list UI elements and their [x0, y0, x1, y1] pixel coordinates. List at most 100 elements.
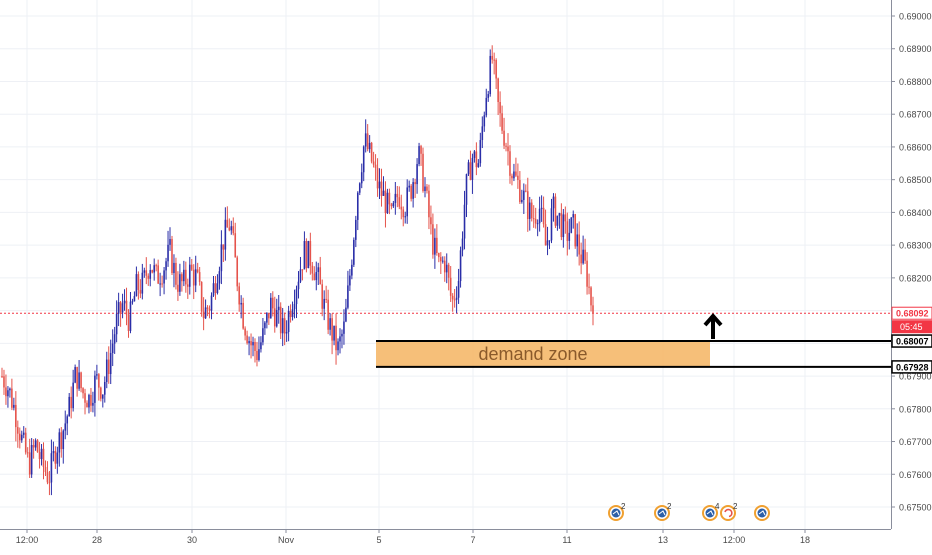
candle-body — [143, 270, 146, 273]
candle-body — [445, 264, 448, 273]
candle-body — [210, 295, 213, 311]
candle-body — [319, 267, 322, 285]
candle-body — [117, 302, 120, 314]
candle-body — [481, 126, 484, 141]
candle-body — [536, 223, 539, 225]
candle-body — [56, 452, 59, 464]
candle-body — [100, 387, 102, 399]
candle-body — [194, 269, 197, 286]
candle-body — [538, 208, 541, 224]
candle-body — [540, 207, 543, 209]
candle-body — [588, 286, 590, 288]
candle-body — [254, 341, 256, 351]
candle-body — [208, 308, 211, 311]
candle-body — [149, 270, 152, 279]
event-count: 2 — [667, 502, 672, 511]
candle-body — [90, 394, 92, 406]
candle-body — [554, 196, 557, 226]
candle-body — [44, 466, 47, 473]
candle-body — [422, 153, 424, 191]
candle-body — [234, 233, 237, 258]
candle-body — [449, 277, 452, 296]
candle-body — [24, 432, 27, 453]
candle-body — [54, 451, 57, 464]
candle-body — [86, 402, 88, 408]
candle-body — [3, 376, 5, 388]
candle-body — [526, 191, 529, 220]
candle-body — [493, 59, 495, 61]
candle-body — [351, 264, 353, 276]
candle-body — [82, 388, 84, 394]
candle-body — [17, 427, 19, 434]
candle-body — [586, 260, 588, 287]
candle-body — [479, 140, 482, 164]
candle-body — [317, 267, 320, 272]
candle-body — [96, 374, 98, 376]
candle-body — [331, 318, 333, 341]
candle-body — [297, 281, 300, 290]
candle-body — [513, 171, 515, 179]
candle-body — [299, 269, 302, 282]
candle-body — [214, 283, 217, 294]
candle-body — [38, 452, 41, 460]
candle-body — [167, 244, 169, 262]
candle-body — [366, 133, 369, 150]
candle-body — [558, 213, 561, 216]
candle-body — [22, 432, 25, 435]
candle-body — [198, 272, 201, 282]
candle-body — [185, 269, 187, 285]
candle-body — [66, 416, 69, 424]
candle-body — [202, 311, 205, 319]
candle-body — [501, 113, 503, 131]
time-tick-label: 11 — [562, 535, 571, 545]
price-tick-label: 0.68900 — [899, 44, 932, 54]
candle-body — [552, 196, 555, 209]
candle-body — [78, 372, 80, 389]
globe-icon-inner — [757, 508, 767, 518]
candle-body — [88, 394, 90, 408]
candle-body — [216, 283, 219, 294]
time-tick-label: 18 — [800, 535, 810, 545]
candle-body — [48, 482, 51, 484]
up-arrow[interactable] — [703, 313, 723, 340]
candle-body — [544, 224, 547, 246]
candle-body — [60, 432, 63, 450]
candle-body — [455, 297, 458, 300]
candle-body — [410, 185, 412, 199]
candle-body — [388, 192, 391, 205]
zone-top-price-label-box — [891, 334, 932, 348]
candle-body — [228, 227, 231, 231]
candle-body — [232, 226, 235, 234]
candle-body — [412, 182, 414, 199]
candle-body — [434, 237, 436, 255]
candle-body — [404, 216, 407, 218]
globe-icon-inner — [705, 508, 715, 518]
candle-body — [204, 307, 207, 319]
candle-body — [530, 202, 533, 219]
candle-body — [343, 321, 345, 334]
demand-zone-rect[interactable] — [376, 341, 710, 367]
globe-lines — [758, 510, 766, 516]
candle-body — [372, 161, 375, 165]
candle-body — [432, 224, 434, 255]
candle-body — [355, 219, 357, 240]
event-count: 2 — [621, 502, 626, 511]
candle-body — [13, 404, 15, 408]
candle-body — [9, 388, 11, 391]
candle-body — [46, 472, 49, 483]
candle-body — [305, 241, 308, 268]
candle-body — [380, 181, 383, 196]
candle-body — [163, 270, 165, 284]
candle-body — [107, 359, 110, 375]
candle-body — [173, 262, 175, 274]
candle-body — [370, 142, 373, 162]
candle-body — [394, 193, 397, 203]
candle-body — [84, 393, 86, 403]
candle-body — [123, 300, 126, 304]
candle-body — [246, 335, 248, 344]
zone-bottom-price-label-box — [891, 360, 932, 374]
candle-body — [457, 281, 460, 298]
candle-body — [273, 308, 276, 327]
